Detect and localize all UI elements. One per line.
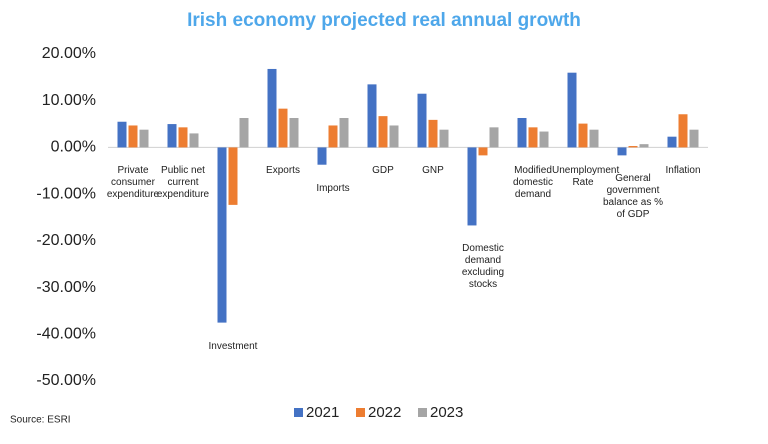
bar xyxy=(478,147,488,156)
bar xyxy=(217,147,227,323)
bar xyxy=(639,144,649,148)
bar xyxy=(128,125,138,148)
bar xyxy=(178,127,188,148)
x-tick-label: Imports xyxy=(316,182,350,194)
x-tick-label: Domestic demand excluding stocks xyxy=(461,243,505,291)
bar xyxy=(239,117,249,148)
x-tick-label: Unemployment Rate xyxy=(552,165,620,189)
x-tick-label: GNP xyxy=(422,165,444,177)
legend-label: 2023 xyxy=(430,404,463,421)
bar xyxy=(117,121,127,148)
legend-label: 2022 xyxy=(368,404,401,421)
y-tick-label: 10.00% xyxy=(42,92,96,109)
bar xyxy=(528,127,538,148)
x-tick-label: Private consumer expenditure xyxy=(106,165,160,201)
bar xyxy=(278,108,288,148)
bar xyxy=(289,117,299,148)
legend-swatch xyxy=(418,408,427,417)
y-tick-label: 0.00% xyxy=(51,139,96,156)
bar xyxy=(489,127,499,148)
bar xyxy=(417,93,427,148)
bar xyxy=(267,68,277,148)
bar xyxy=(467,147,477,226)
y-tick-label: 20.00% xyxy=(42,45,96,62)
x-tick-label: Modified domestic demand xyxy=(512,165,553,201)
bar xyxy=(328,125,338,148)
x-tick-label: Inflation xyxy=(665,165,701,177)
bar xyxy=(628,146,638,148)
x-tick-label: GDP xyxy=(372,165,394,177)
bar xyxy=(439,129,449,148)
bar xyxy=(678,114,688,148)
y-tick-label: -20.00% xyxy=(36,232,96,249)
y-tick-label: -10.00% xyxy=(36,185,96,202)
bar xyxy=(367,84,377,148)
bar xyxy=(617,147,627,156)
legend-swatch xyxy=(356,408,365,417)
legend-swatch xyxy=(294,408,303,417)
bar xyxy=(567,72,577,148)
bar xyxy=(589,129,599,148)
x-tick-label: Investment xyxy=(208,340,258,352)
bar xyxy=(317,147,327,165)
y-tick-label: -40.00% xyxy=(36,326,96,343)
bar xyxy=(578,123,588,148)
y-tick-label: -30.00% xyxy=(36,279,96,296)
bar xyxy=(167,124,177,148)
bar xyxy=(667,136,677,148)
bar xyxy=(378,116,388,148)
bar xyxy=(189,133,199,148)
bar xyxy=(139,129,149,148)
bar xyxy=(689,129,699,148)
bar xyxy=(539,131,549,148)
bar xyxy=(428,119,438,148)
bar xyxy=(228,147,238,205)
chart-title: Irish economy projected real annual grow… xyxy=(187,10,581,31)
legend-label: 2021 xyxy=(306,404,339,421)
bar xyxy=(517,117,527,148)
x-tick-label: Public net current expenditure xyxy=(156,165,210,201)
x-tick-label: Exports xyxy=(266,165,300,177)
bar xyxy=(389,125,399,148)
source-note: Source: ESRI xyxy=(10,415,71,426)
x-tick-label: General government balance as % of GDP xyxy=(602,173,664,221)
y-tick-label: -50.00% xyxy=(36,372,96,389)
bar xyxy=(339,117,349,148)
